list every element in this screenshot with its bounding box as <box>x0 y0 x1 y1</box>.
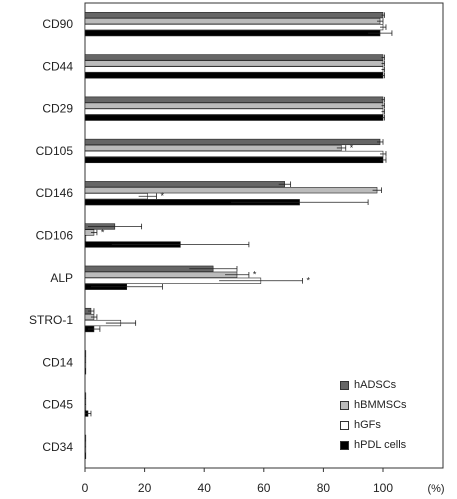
bar-cd14-hbmmscs <box>84 356 87 363</box>
legend-item-hgfs: hGFs <box>340 415 450 435</box>
category-label-cd29: CD29 <box>42 102 73 116</box>
bar-cd45-hgfs <box>84 404 87 411</box>
x-tick-label-20: 20 <box>138 481 152 495</box>
bar-cd90-hadscs <box>84 12 384 19</box>
category-label-cd90: CD90 <box>42 17 73 31</box>
bar-cd106-hgfs <box>84 235 87 242</box>
significance-cd106-hbmmscs: * <box>101 227 105 237</box>
bar-cd14-hgfs <box>84 362 87 369</box>
legend-label-hbmmscs: hBMMSCs <box>354 399 407 411</box>
bar-cd45-hbmmscs <box>84 398 87 405</box>
bar-alp-hbmmscs <box>84 271 238 278</box>
bar-cd44-hgfs <box>84 66 384 73</box>
legend-swatch-hpdl-cells <box>340 440 349 450</box>
bar-cd44-hbmmscs <box>84 60 384 67</box>
legend-item-hadscs: hADSCs <box>340 375 450 395</box>
bar-cd34-hpdl-cells <box>84 452 87 459</box>
category-label-cd106: CD106 <box>36 229 74 243</box>
bar-cd105-hgfs <box>84 150 384 158</box>
legend-label-hadscs: hADSCs <box>354 379 397 391</box>
legend: hADSCs hBMMSCs hGFs hPDL cells <box>340 375 450 455</box>
bar-cd29-hgfs <box>84 108 384 115</box>
bar-cd44-hadscs <box>84 54 384 61</box>
x-tick-label-80: 80 <box>317 481 331 495</box>
bar-cd90-hpdl-cells <box>84 30 381 37</box>
bar-cd29-hpdl-cells <box>84 114 384 121</box>
legend-item-hpdl-cells: hPDL cells <box>340 435 450 455</box>
bar-cd29-hadscs <box>84 96 384 103</box>
significance-cd146-hgfs: * <box>161 191 165 201</box>
significance-alp-hgfs: * <box>307 276 311 286</box>
category-label-stro-1: STRO-1 <box>29 313 73 327</box>
bar-cd146-hadscs <box>84 181 285 188</box>
bar-cd44-hpdl-cells <box>84 72 384 79</box>
bar-cd45-hadscs <box>84 392 87 399</box>
legend-item-hbmmscs: hBMMSCs <box>340 395 450 415</box>
bar-cd146-hgfs <box>84 193 148 200</box>
bar-cd14-hpdl-cells <box>84 368 87 375</box>
category-label-cd14: CD14 <box>42 355 73 369</box>
category-label-cd44: CD44 <box>42 59 73 73</box>
x-tick-label-100: 100 <box>373 481 393 495</box>
legend-swatch-hgfs <box>340 420 349 430</box>
x-unit-label: (%) <box>427 483 444 495</box>
bar-cd146-hbmmscs <box>84 187 378 194</box>
category-label-alp: ALP <box>50 271 73 285</box>
x-tick-label-0: 0 <box>82 481 89 495</box>
bar-cd105-hadscs <box>84 138 381 146</box>
category-label-cd34: CD34 <box>42 440 73 454</box>
bar-cd105-hbmmscs <box>84 144 342 152</box>
significance-cd105-hbmmscs: * <box>350 143 354 153</box>
legend-swatch-hbmmscs <box>340 400 349 410</box>
legend-swatch-hadscs <box>340 380 349 390</box>
category-label-cd146: CD146 <box>36 186 74 200</box>
bar-cd29-hbmmscs <box>84 102 384 109</box>
bar-cd90-hbmmscs <box>84 18 381 25</box>
bar-cd34-hgfs <box>84 446 87 453</box>
x-tick-label-40: 40 <box>198 481 212 495</box>
legend-label-hgfs: hGFs <box>354 419 381 431</box>
category-label-cd45: CD45 <box>42 398 73 412</box>
bar-cd34-hadscs <box>84 434 87 441</box>
legend-label-hpdl-cells: hPDL cells <box>354 439 407 451</box>
bar-cd90-hgfs <box>84 24 384 31</box>
x-tick-label-60: 60 <box>257 481 271 495</box>
bar-cd14-hadscs <box>84 350 87 357</box>
category-label-cd105: CD105 <box>36 144 74 158</box>
significance-alp-hbmmscs: * <box>253 270 257 280</box>
bar-cd105-hpdl-cells <box>84 156 384 164</box>
bar-cd34-hbmmscs <box>84 440 87 447</box>
